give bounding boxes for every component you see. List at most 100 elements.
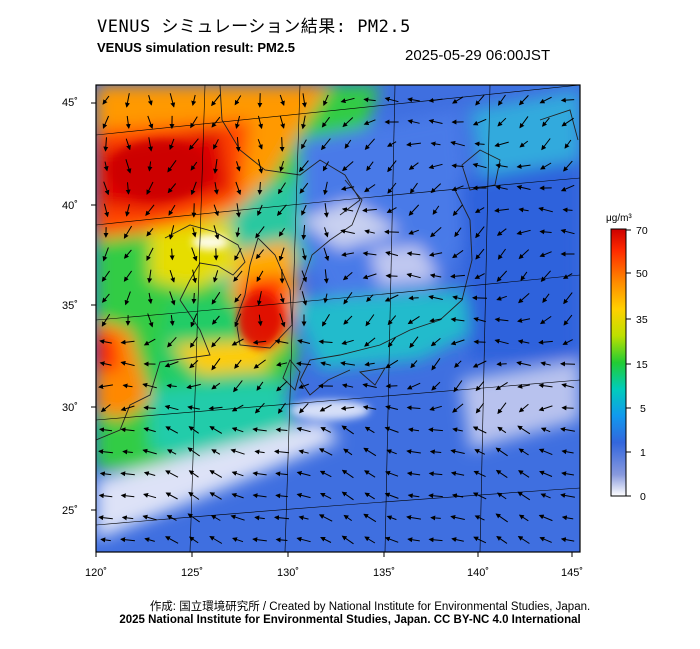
wind-arrow: [450, 140, 465, 147]
wind-arrow: [454, 360, 462, 368]
wind-arrow: [255, 249, 264, 260]
wind-arrow: [496, 270, 508, 282]
wind-arrow: [475, 94, 485, 106]
wind-arrow: [343, 514, 352, 522]
wind-arrow: [452, 295, 463, 301]
wind-arrow: [235, 203, 241, 218]
wind-arrow: [340, 405, 355, 411]
wind-arrow: [364, 337, 376, 347]
wind-arrow: [428, 427, 443, 433]
wind-arrow: [120, 427, 135, 433]
wind-arrow: [230, 514, 245, 521]
credit-line-1: 作成: 国立環境研究所 / Created by National Instit…: [149, 601, 591, 613]
wind-arrow: [429, 317, 442, 323]
wind-arrow: [254, 402, 265, 414]
colorbar-tick-15: 15: [636, 359, 648, 371]
wind-arrow: [407, 493, 420, 499]
wind-arrow: [252, 339, 267, 345]
wind-arrow: [364, 470, 376, 478]
wind-arrow: [539, 251, 552, 258]
wind-arrow: [409, 336, 419, 349]
wind-arrow: [297, 339, 311, 344]
wind-arrow: [563, 314, 573, 326]
wind-arrow: [428, 471, 443, 477]
wind-arrow: [341, 207, 354, 213]
wind-arrow: [384, 492, 399, 499]
wind-arrow: [231, 493, 244, 499]
wind-arrow: [428, 252, 443, 257]
wind-arrow: [560, 184, 575, 192]
colorbar: μg/m³ 70 50 35 15 5 1 0: [606, 213, 648, 503]
wind-arrow: [301, 291, 308, 306]
wind-arrow: [235, 161, 241, 172]
wind-arrow: [542, 293, 550, 304]
wind-arrow: [518, 207, 529, 213]
wind-arrow: [362, 382, 377, 388]
wind-arrow: [341, 491, 354, 501]
wind-arrow: [519, 116, 529, 129]
wind-arrow: [166, 383, 177, 389]
wind-arrow: [496, 228, 507, 236]
wind-arrow: [99, 471, 112, 477]
wind-arrow: [472, 360, 487, 368]
lon-label-135: 135˚: [373, 567, 395, 579]
wind-arrow: [342, 117, 354, 128]
wind-arrow: [301, 270, 307, 283]
wind-arrow: [385, 273, 398, 279]
wind-arrow: [320, 537, 332, 543]
wind-arrow: [102, 115, 110, 129]
wind-arrow: [254, 449, 265, 455]
wind-arrow: [301, 139, 307, 150]
wind-arrow: [125, 138, 131, 151]
wind-arrow: [540, 361, 551, 367]
wind-arrow: [364, 426, 375, 434]
colorbar-tick-0: 0: [640, 491, 646, 503]
wind-arrow: [98, 493, 113, 499]
wind-arrow: [257, 159, 264, 174]
wind-arrow: [560, 97, 575, 103]
wind-arrow: [407, 97, 420, 103]
wind-arrow: [120, 537, 135, 543]
wind-arrow: [122, 383, 133, 389]
wind-arrow: [235, 227, 241, 238]
wind-arrow: [340, 186, 355, 191]
wind-arrow: [364, 184, 376, 193]
wind-arrow: [344, 139, 352, 149]
wind-arrow: [99, 427, 113, 433]
wind-arrow: [517, 318, 531, 323]
wind-arrow: [538, 448, 553, 456]
wind-arrow: [362, 207, 377, 213]
wind-arrow: [386, 207, 397, 213]
wind-arrow: [451, 537, 464, 543]
wind-arrow: [497, 248, 507, 260]
colorbar-tick-1: 1: [640, 447, 646, 459]
wind-arrow: [518, 514, 529, 522]
wind-arrow: [475, 402, 484, 414]
wind-arrow: [209, 535, 223, 544]
wind-arrow: [211, 94, 221, 107]
wind-arrow: [385, 405, 399, 410]
wind-arrow: [147, 161, 153, 172]
wind-arrow: [147, 313, 154, 328]
wind-arrow: [234, 247, 242, 261]
wind-arrow: [319, 404, 332, 412]
wind-arrow: [560, 493, 575, 498]
wind-arrow: [323, 247, 330, 262]
wind-arrow: [167, 160, 177, 173]
wind-arrow: [408, 427, 420, 433]
wind-arrow: [190, 161, 198, 171]
wind-arrow: [169, 270, 176, 283]
wind-arrow: [213, 270, 219, 283]
wind-arrow: [276, 380, 288, 392]
wind-arrow: [387, 141, 397, 147]
wind-arrow: [252, 537, 267, 543]
wind-arrow: [323, 181, 328, 196]
wind-arrow: [319, 470, 332, 478]
wind-arrow: [406, 515, 421, 520]
wind-arrow: [101, 270, 111, 282]
wind-arrow: [362, 251, 377, 257]
wind-arrow: [120, 471, 135, 477]
wind-arrow: [120, 405, 135, 412]
wind-arrow: [169, 314, 175, 326]
wind-arrow: [234, 95, 242, 106]
